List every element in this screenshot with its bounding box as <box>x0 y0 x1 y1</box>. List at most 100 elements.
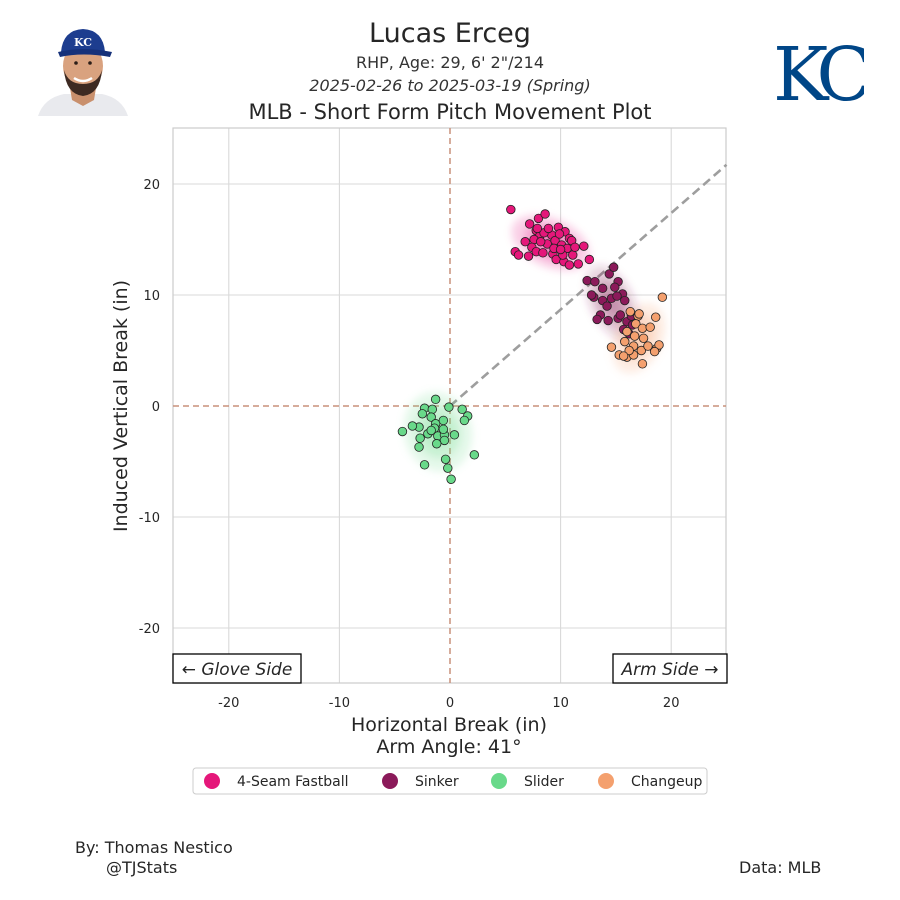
pitch-point <box>602 301 612 311</box>
y-tick-label: 0 <box>152 400 160 415</box>
team-logo: KC <box>773 32 864 116</box>
pitch-point <box>564 260 575 270</box>
team-logo-letters: KC <box>773 32 864 116</box>
pitch-point <box>612 291 622 301</box>
date-range: 2025-02-26 to 2025-03-19 (Spring) <box>309 76 591 95</box>
pitch-point <box>426 425 436 436</box>
pitch-point <box>582 275 592 286</box>
pitch-point <box>459 415 470 426</box>
pitch-point <box>618 351 629 361</box>
pitch-point <box>532 223 543 234</box>
pitch-point <box>615 310 626 320</box>
y-tick-label: 10 <box>143 289 160 304</box>
pitch-point <box>469 450 480 460</box>
pitch-point <box>414 442 424 452</box>
player-info: RHP, Age: 29, 6' 2"/214 <box>355 53 545 72</box>
pitch-point <box>438 424 449 435</box>
pitch-point <box>446 474 456 484</box>
player-headshot: KC <box>38 29 128 116</box>
pitch-point <box>603 315 613 326</box>
arm-angle-label: Arm Angle: 41° <box>376 736 521 758</box>
pitch-point <box>645 322 655 332</box>
x-tick-label: 0 <box>446 696 454 711</box>
pitch-point <box>538 248 548 258</box>
pitch-point <box>590 276 600 287</box>
glove-side-annotation: ← Glove Side <box>172 653 302 684</box>
pitch-point <box>631 319 641 329</box>
pitch-point <box>543 223 554 234</box>
legend: 4-Seam Fastball Sinker Slider Changeup <box>192 767 708 795</box>
pitch-point <box>586 290 597 300</box>
pitch-point <box>427 404 438 415</box>
pitch-point <box>637 359 648 369</box>
y-tick-label: -10 <box>139 511 160 526</box>
pitch-point <box>419 460 430 470</box>
pitch-point <box>554 229 565 239</box>
pitch-point <box>573 259 583 269</box>
pitch-point <box>438 415 449 426</box>
pitch-point <box>584 254 595 265</box>
pitch-point <box>417 409 428 419</box>
pitch-point <box>606 342 617 352</box>
axis-ticks: -20 -10 0 10 20 -20 -10 0 10 20 <box>139 178 680 711</box>
pitch-point <box>520 237 530 247</box>
credit-handle: @TJStats <box>106 858 178 877</box>
pitch-point <box>397 426 408 437</box>
pitch-point <box>610 282 620 292</box>
x-tick-label: -10 <box>329 696 350 711</box>
pitch-point <box>649 346 660 357</box>
pitch-point <box>570 242 580 252</box>
legend-label: 4-Seam Fastball <box>237 774 349 790</box>
glove-side-label: ← Glove Side <box>182 660 293 680</box>
x-tick-label: -20 <box>218 696 239 711</box>
pitch-point <box>439 435 450 446</box>
legend-marker <box>204 773 220 789</box>
arm-side-label: Arm Side → <box>621 660 719 680</box>
pitch-point <box>651 312 661 322</box>
pitch-point <box>430 394 441 405</box>
arm-side-annotation: Arm Side → <box>612 653 728 684</box>
pitch-point <box>625 306 635 317</box>
y-tick-label: 20 <box>143 178 160 193</box>
pitch-point <box>449 430 460 440</box>
pitch-point <box>608 262 619 272</box>
legend-frame <box>192 767 708 795</box>
pitch-point <box>630 331 640 341</box>
pitch-point <box>506 204 516 215</box>
pitch-point <box>638 333 649 343</box>
pitch-point <box>620 336 630 347</box>
pitch-point <box>426 412 436 422</box>
pitch-point <box>597 283 608 294</box>
legend-marker <box>598 773 614 789</box>
pitch-point <box>620 295 630 306</box>
legend-label: Changeup <box>631 774 702 790</box>
pitch-point <box>568 250 578 260</box>
legend-label: Sinker <box>415 774 459 790</box>
legend-marker <box>382 773 398 789</box>
y-axis-label: Induced Vertical Break (in) <box>110 280 132 532</box>
x-tick-label: 20 <box>663 696 680 711</box>
pitch-point <box>513 250 524 260</box>
pitch-point <box>540 209 550 219</box>
pitch-point <box>555 244 566 255</box>
player-name: Lucas Erceg <box>369 18 531 49</box>
y-tick-label: -20 <box>139 622 160 637</box>
legend-marker <box>491 773 507 789</box>
pitch-point <box>654 340 664 350</box>
x-tick-label: 10 <box>552 696 569 711</box>
pitch-point <box>457 404 467 415</box>
pitch-point <box>533 213 544 224</box>
pitch-point <box>443 463 453 473</box>
x-axis-label: Horizontal Break (in) <box>351 714 547 736</box>
pitch-point <box>637 323 648 334</box>
pitch-point <box>624 345 634 356</box>
pitch-point <box>440 454 451 464</box>
credit-author: By: Thomas Nestico <box>75 838 233 857</box>
pitch-point <box>634 309 644 319</box>
pitch-point <box>523 251 534 261</box>
pitch-point <box>444 402 454 412</box>
pitch-point <box>407 421 418 431</box>
pitch-point <box>643 341 653 351</box>
pitch-point <box>657 292 668 302</box>
